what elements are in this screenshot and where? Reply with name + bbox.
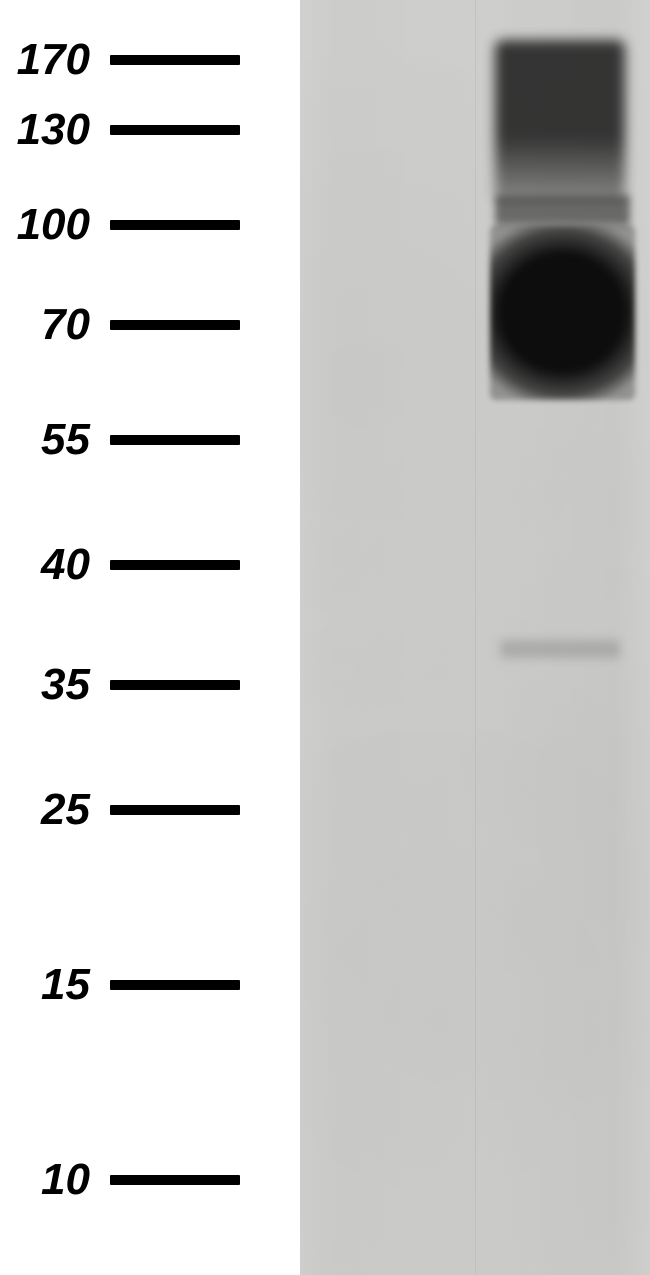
- marker-label: 40: [0, 540, 110, 590]
- marker-row: 130: [0, 120, 280, 140]
- molecular-weight-ladder: 170 130 100 70 55 40 35 25 15 10: [0, 0, 300, 1275]
- marker-row: 55: [0, 430, 280, 450]
- marker-row: 40: [0, 555, 280, 575]
- marker-tick: [110, 320, 240, 330]
- blot-band: [490, 225, 635, 400]
- marker-row: 170: [0, 50, 280, 70]
- marker-tick: [110, 435, 240, 445]
- marker-row: 15: [0, 975, 280, 995]
- marker-row: 25: [0, 800, 280, 820]
- marker-label: 25: [0, 785, 110, 835]
- marker-tick: [110, 1175, 240, 1185]
- marker-row: 100: [0, 215, 280, 235]
- marker-label: 130: [0, 105, 110, 155]
- marker-label: 55: [0, 415, 110, 465]
- marker-label: 15: [0, 960, 110, 1010]
- marker-tick: [110, 805, 240, 815]
- marker-tick: [110, 680, 240, 690]
- marker-row: 35: [0, 675, 280, 695]
- marker-tick: [110, 55, 240, 65]
- lane-divider: [475, 0, 476, 1275]
- blot-band: [500, 640, 620, 658]
- marker-label: 100: [0, 200, 110, 250]
- marker-label: 10: [0, 1155, 110, 1205]
- marker-tick: [110, 220, 240, 230]
- marker-label: 170: [0, 35, 110, 85]
- marker-row: 10: [0, 1170, 280, 1190]
- blot-band: [495, 40, 625, 200]
- marker-tick: [110, 560, 240, 570]
- marker-label: 70: [0, 300, 110, 350]
- marker-label: 35: [0, 660, 110, 710]
- marker-row: 70: [0, 315, 280, 335]
- marker-tick: [110, 125, 240, 135]
- blot-band: [495, 195, 630, 225]
- blot-membrane: [300, 0, 650, 1275]
- marker-tick: [110, 980, 240, 990]
- western-blot-figure: 170 130 100 70 55 40 35 25 15 10: [0, 0, 650, 1275]
